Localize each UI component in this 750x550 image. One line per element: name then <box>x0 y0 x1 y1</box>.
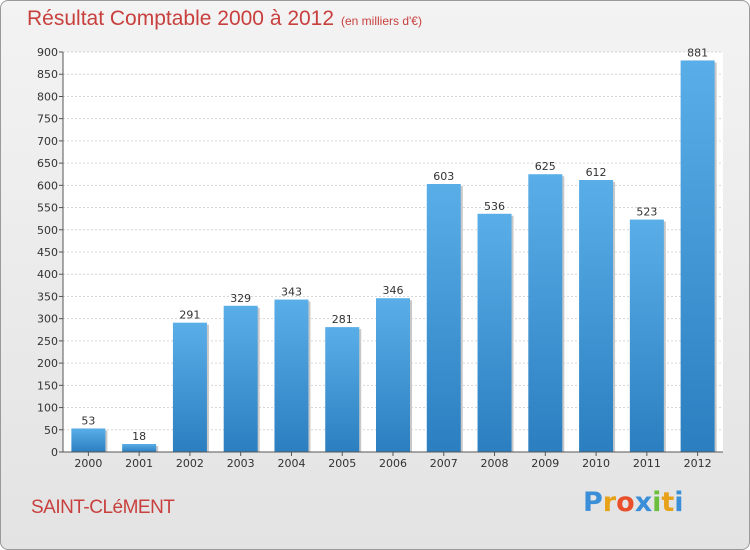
bar-value-label: 612 <box>586 166 607 179</box>
y-tick-label: 200 <box>37 357 58 370</box>
bar-2001 <box>122 444 157 452</box>
chart-title: Résultat Comptable 2000 à 2012 <box>27 7 335 30</box>
y-tick-label: 700 <box>37 135 58 148</box>
bar-2011 <box>629 219 664 452</box>
y-tick-label: 450 <box>37 246 58 259</box>
y-tick-label: 550 <box>37 202 58 215</box>
bar-value-label: 343 <box>281 286 302 299</box>
logo-letter: P <box>583 487 603 518</box>
x-tick-label: 2007 <box>430 457 458 470</box>
x-tick-label: 2005 <box>328 457 356 470</box>
x-tick-label: 2003 <box>227 457 255 470</box>
y-tick-label: 350 <box>37 290 58 303</box>
bar-value-label: 881 <box>687 46 708 59</box>
y-tick-label: 100 <box>37 402 58 415</box>
y-tick-label: 50 <box>44 424 58 437</box>
bar-2010 <box>579 180 614 452</box>
bar-2005 <box>325 327 360 452</box>
bar-2009 <box>528 174 563 452</box>
x-tick-label: 2009 <box>531 457 559 470</box>
y-tick-label: 850 <box>37 68 58 81</box>
bar-2000 <box>71 428 106 452</box>
bar-value-label: 329 <box>230 292 251 305</box>
bar-value-label: 536 <box>484 200 505 213</box>
bar-2003 <box>223 305 258 452</box>
logo-letter: x <box>634 487 653 518</box>
y-tick-label: 150 <box>37 379 58 392</box>
x-tick-label: 2008 <box>481 457 509 470</box>
bar-value-label: 281 <box>332 313 353 326</box>
x-tick-label: 2001 <box>125 457 153 470</box>
logo-letter: i <box>652 487 662 518</box>
logo-letter: i <box>674 487 684 518</box>
bar-value-label: 291 <box>179 309 200 322</box>
y-tick-label: 650 <box>37 157 58 170</box>
bar-value-label: 18 <box>132 430 146 443</box>
x-tick-label: 2011 <box>633 457 661 470</box>
logo-letter: t <box>661 487 675 518</box>
y-tick-label: 250 <box>37 335 58 348</box>
logo-letter: r <box>602 487 617 518</box>
y-tick-label: 500 <box>37 224 58 237</box>
town-name: SAINT-CLéMENT <box>31 497 175 518</box>
x-tick-label: 2012 <box>684 457 712 470</box>
bar-2004 <box>274 299 309 452</box>
x-tick-label: 2004 <box>277 457 305 470</box>
proxiti-logo: Proxiti <box>583 487 684 518</box>
bar-2007 <box>426 184 461 452</box>
x-tick-label: 2000 <box>74 457 102 470</box>
bar-2006 <box>376 298 410 452</box>
y-tick-label: 400 <box>37 268 58 281</box>
bar-2012 <box>680 60 715 452</box>
x-tick-label: 2010 <box>582 457 610 470</box>
chart-subtitle: (en milliers d'€) <box>341 14 422 28</box>
logo-letter: o <box>616 487 635 518</box>
x-tick-label: 2002 <box>176 457 204 470</box>
y-tick-label: 300 <box>37 313 58 326</box>
bar-value-label: 625 <box>535 160 556 173</box>
bar-value-label: 523 <box>636 206 657 219</box>
y-tick-label: 750 <box>37 113 58 126</box>
y-tick-label: 900 <box>37 46 58 59</box>
bar-2008 <box>477 213 512 452</box>
bar-2002 <box>172 322 207 452</box>
y-tick-label: 800 <box>37 90 58 103</box>
y-tick-label: 600 <box>37 179 58 192</box>
bar-value-label: 346 <box>383 284 404 297</box>
bar-value-label: 53 <box>81 414 95 427</box>
bar-value-label: 603 <box>433 170 454 183</box>
y-tick-label: 0 <box>51 446 58 459</box>
x-tick-label: 2006 <box>379 457 407 470</box>
